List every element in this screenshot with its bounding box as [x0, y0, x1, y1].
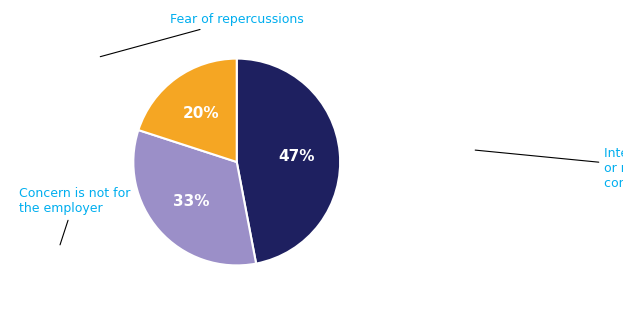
- Text: Internal culture,
or no visibility of
company channels: Internal culture, or no visibility of co…: [475, 147, 623, 190]
- Text: 20%: 20%: [183, 106, 220, 121]
- Wedge shape: [237, 59, 340, 264]
- Wedge shape: [133, 130, 256, 265]
- Text: Fear of repercussions: Fear of repercussions: [100, 13, 303, 57]
- Wedge shape: [138, 59, 237, 162]
- Text: 33%: 33%: [173, 194, 210, 209]
- Text: Concern is not for
the employer: Concern is not for the employer: [19, 187, 130, 245]
- Text: 47%: 47%: [278, 149, 315, 164]
